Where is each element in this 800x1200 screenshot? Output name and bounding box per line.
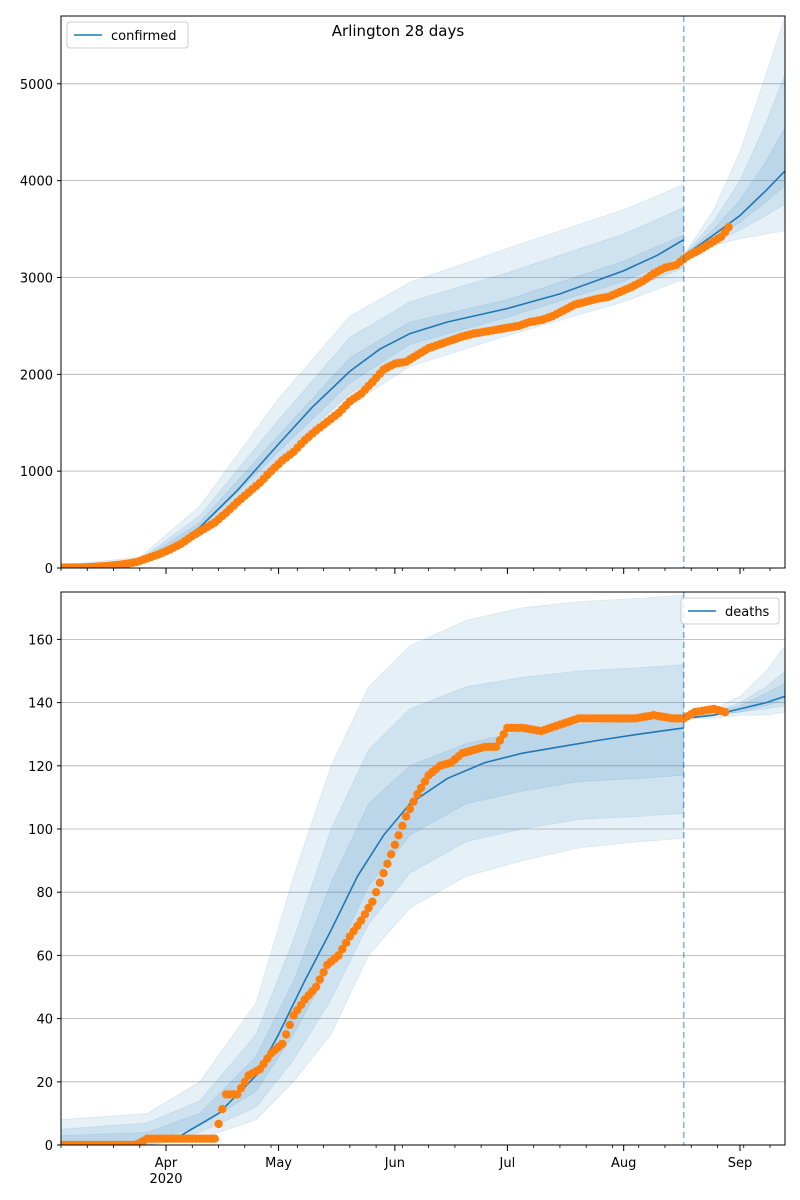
y-tick-label: 3000 — [20, 271, 53, 286]
observed-point — [724, 222, 733, 232]
plot-area — [61, 16, 785, 568]
observed-point — [210, 1134, 219, 1143]
observed-point — [386, 850, 396, 859]
observed-point — [495, 736, 505, 745]
forecast-line — [683, 170, 785, 257]
y-tick-label: 100 — [28, 823, 53, 838]
y-tick-label: 40 — [36, 1013, 53, 1028]
observed-point — [285, 1020, 294, 1030]
y-tick-label: 5000 — [20, 78, 53, 93]
confirmed-panel: 0 1000 2000 3000 4000 5000 confirmed — [20, 15, 786, 577]
y-tick-label: 120 — [28, 760, 53, 775]
observed-point — [218, 1105, 227, 1114]
observed-point — [379, 869, 388, 878]
observed-point — [334, 951, 343, 960]
x-tick-label: Jun — [384, 1156, 405, 1171]
observed-point — [409, 797, 418, 806]
observed-point — [375, 878, 385, 887]
observed-point — [236, 1083, 246, 1093]
legend-label: deaths — [725, 605, 770, 620]
observed-point — [492, 742, 501, 751]
observed-point — [720, 707, 730, 717]
y-tick-label: 0 — [45, 562, 53, 577]
observed-point — [416, 783, 426, 793]
plot-area — [61, 594, 785, 1145]
legend: confirmed — [66, 21, 189, 49]
y-tick-label: 2000 — [20, 368, 53, 383]
y-tick-label: 20 — [36, 1076, 53, 1091]
forecast-band-0 — [683, 645, 785, 719]
legend-box — [66, 21, 189, 49]
observed-point — [405, 804, 415, 814]
y-tick-label: 140 — [28, 697, 53, 712]
observed-point — [360, 910, 370, 919]
observed-point — [413, 790, 422, 799]
y-tick-label: 1000 — [20, 465, 53, 480]
observed-point — [371, 888, 381, 897]
observed-point — [398, 821, 407, 830]
x-tick-label: Jul — [499, 1156, 516, 1171]
observed-point — [390, 840, 400, 849]
legend: deaths — [680, 597, 780, 625]
x-tick-label: May — [265, 1156, 292, 1171]
observed-point — [233, 1090, 242, 1099]
y-tick-label: 4000 — [20, 175, 53, 190]
observed-point — [420, 777, 430, 786]
y-tick-label: 60 — [36, 949, 53, 964]
x-tick-label: Apr — [155, 1156, 178, 1171]
observed-point — [341, 938, 351, 947]
observed-point — [278, 1039, 287, 1049]
observed-point — [368, 897, 377, 906]
observed-point — [338, 944, 347, 954]
observed-point — [356, 916, 366, 925]
observed-point — [364, 903, 373, 913]
observed-point — [319, 968, 328, 977]
y-tick-label: 160 — [28, 633, 53, 648]
x-tick-label: Sep — [728, 1156, 753, 1171]
observed-point — [281, 1030, 291, 1039]
observed-point — [311, 982, 321, 992]
axes-frame — [60, 15, 786, 569]
legend-box — [680, 597, 780, 625]
observed-point — [315, 975, 324, 984]
legend-label: confirmed — [111, 29, 177, 44]
observed-point — [383, 859, 392, 868]
observed-point — [499, 730, 508, 739]
y-tick-label: 0 — [45, 1139, 53, 1154]
observed-point — [401, 812, 411, 821]
x-tick-label: Aug — [611, 1156, 636, 1171]
axes-frame — [60, 591, 786, 1146]
observed-point — [394, 831, 403, 840]
fit-band-2 — [61, 234, 684, 568]
y-tick-label: 80 — [36, 886, 53, 901]
observed-point — [240, 1077, 249, 1087]
observed-point — [214, 1119, 223, 1129]
x-tick-sublabel: 2020 — [149, 1172, 182, 1187]
forecast-line — [683, 695, 785, 720]
figure-title: Arlington 28 days — [332, 22, 465, 40]
